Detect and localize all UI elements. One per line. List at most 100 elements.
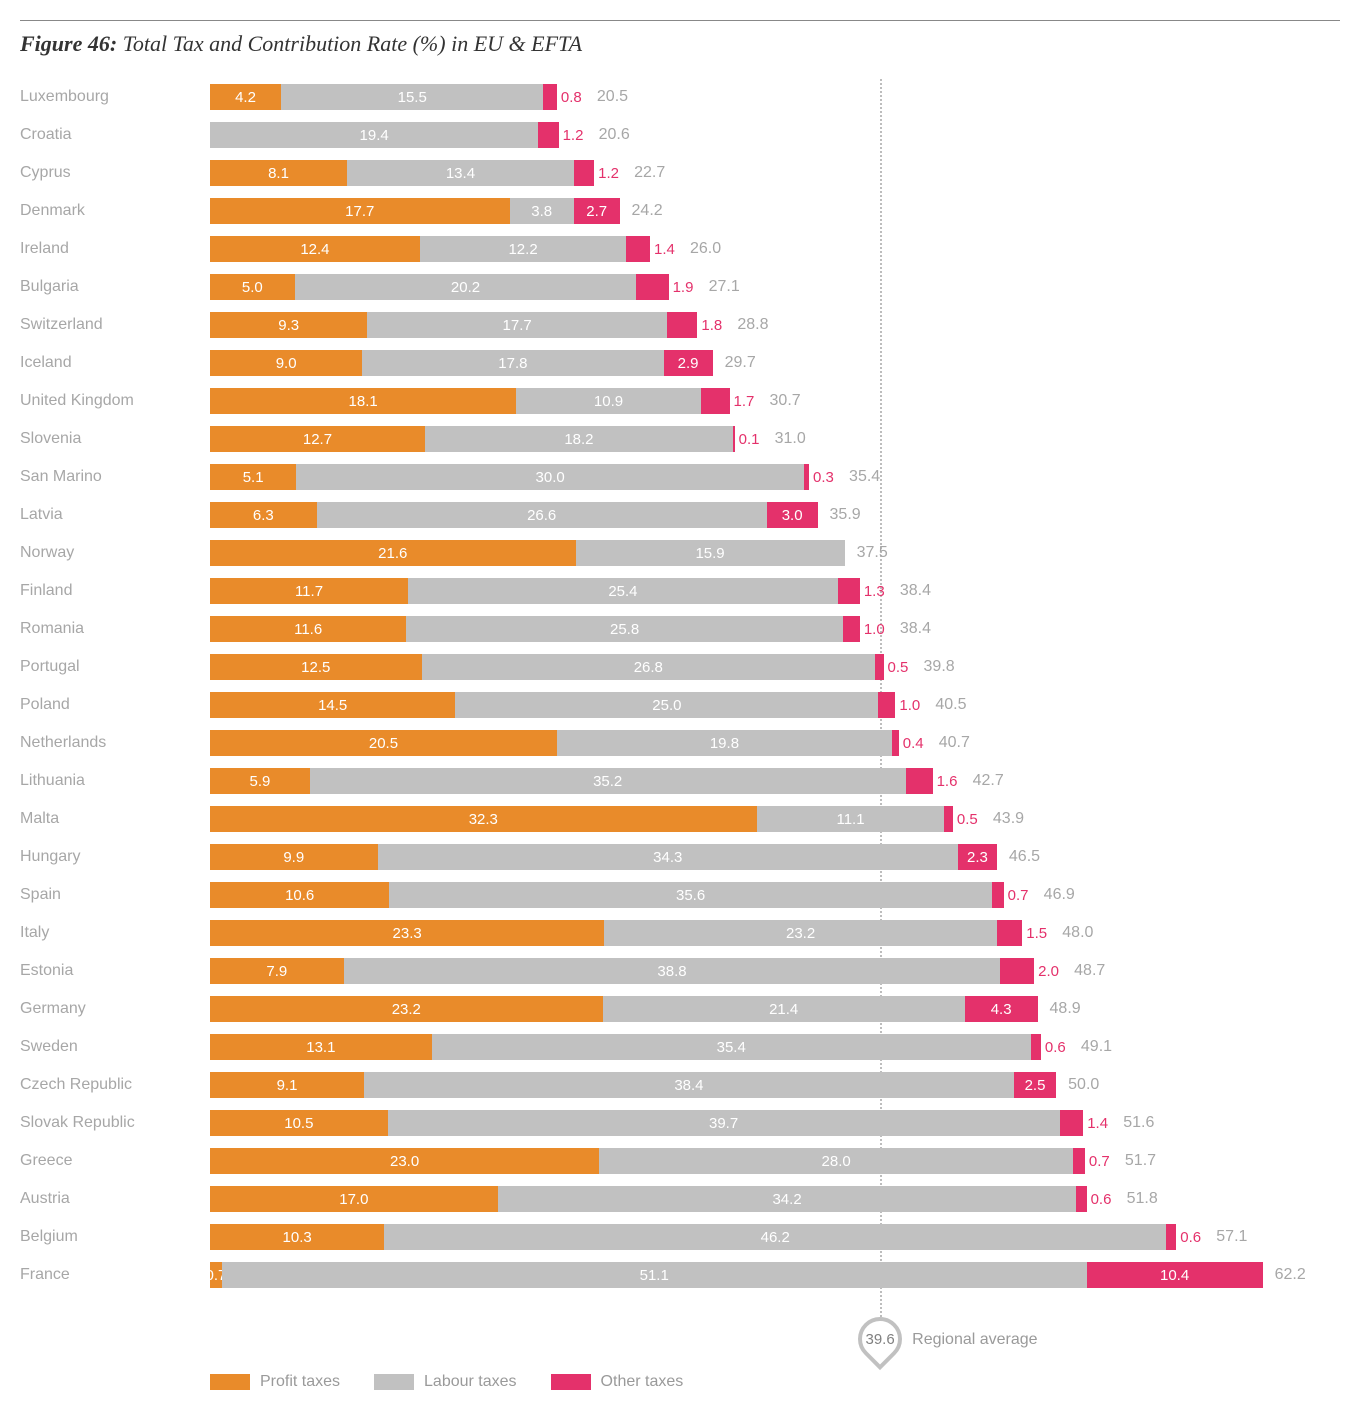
- total-label: 50.0: [1056, 1076, 1099, 1094]
- bar-area: 6.326.63.035.9: [210, 502, 1310, 528]
- segment-value: 5.0: [242, 279, 263, 296]
- bar-area: 18.110.91.730.7: [210, 388, 1310, 414]
- country-label: Slovenia: [20, 430, 210, 448]
- segment-value: 46.2: [761, 1229, 790, 1246]
- bar-segment-labour: 51.1: [222, 1262, 1087, 1288]
- total-label: 49.1: [1041, 1038, 1112, 1056]
- bar-segment-profit: 12.4: [210, 236, 420, 262]
- segment-value: 10.9: [594, 393, 623, 410]
- segment-value: 21.4: [769, 1001, 798, 1018]
- total-label: 40.7: [899, 734, 970, 752]
- segment-value: 17.8: [498, 355, 527, 372]
- total-label: 51.7: [1085, 1152, 1156, 1170]
- segment-value: 18.2: [564, 431, 593, 448]
- bar-area: 10.539.71.451.6: [210, 1110, 1310, 1136]
- bar-segment-profit: 7.9: [210, 958, 344, 984]
- bar-segment-profit: 5.1: [210, 464, 296, 490]
- bar-area: 23.028.00.751.7: [210, 1148, 1310, 1174]
- total-label: 38.4: [860, 620, 931, 638]
- bar-area: 12.412.21.426.0: [210, 236, 1310, 262]
- bar-segment-profit: 4.2: [210, 84, 281, 110]
- bar-segment-profit: 8.1: [210, 160, 347, 186]
- bar-row: Spain10.635.60.746.9: [20, 877, 1340, 913]
- segment-value: 10.3: [283, 1229, 312, 1246]
- bar-area: 10.346.20.657.1: [210, 1224, 1310, 1250]
- country-label: Belgium: [20, 1228, 210, 1246]
- bar-segment-labour: 17.8: [362, 350, 663, 376]
- country-label: Denmark: [20, 202, 210, 220]
- total-label: 28.8: [697, 316, 768, 334]
- bar-segment-profit: 11.6: [210, 616, 406, 642]
- figure-title-text: Total Tax and Contribution Rate (%) in E…: [123, 31, 582, 56]
- legend-item-other: Other taxes: [551, 1373, 684, 1391]
- bar-area: 4.215.50.820.5: [210, 84, 1310, 110]
- bar-segment-other: 1.9: [636, 274, 668, 300]
- segment-value: 4.3: [991, 1001, 1012, 1018]
- country-label: Norway: [20, 544, 210, 562]
- bar-segment-labour: 13.4: [347, 160, 574, 186]
- segment-value: 25.4: [608, 583, 637, 600]
- segment-value: 11.7: [295, 583, 323, 600]
- bar-row: Estonia7.938.82.048.7: [20, 953, 1340, 989]
- bar-segment-profit: 9.9: [210, 844, 378, 870]
- bar-segment-other: 1.6: [906, 768, 933, 794]
- bar-segment-other: 1.4: [626, 236, 650, 262]
- bar-segment-other: 4.3: [965, 996, 1038, 1022]
- total-label: 43.9: [953, 810, 1024, 828]
- segment-value: 10.4: [1160, 1267, 1189, 1284]
- bar-segment-labour: 35.2: [310, 768, 906, 794]
- total-label: 57.1: [1176, 1228, 1247, 1246]
- bar-area: 12.526.80.539.8: [210, 654, 1310, 680]
- segment-value: 3.0: [782, 507, 803, 524]
- total-label: 38.4: [860, 582, 931, 600]
- legend-label: Labour taxes: [424, 1373, 517, 1391]
- segment-value: 15.5: [398, 89, 427, 106]
- bar-segment-other: 2.9: [664, 350, 713, 376]
- total-label: 20.6: [559, 126, 630, 144]
- total-label: 35.4: [809, 468, 880, 486]
- bar-row: Switzerland9.317.71.828.8: [20, 307, 1340, 343]
- bar-area: 8.113.41.222.7: [210, 160, 1310, 186]
- segment-value: 25.0: [652, 697, 681, 714]
- country-label: Germany: [20, 1000, 210, 1018]
- legend-item-profit: Profit taxes: [210, 1373, 340, 1391]
- bar-row: Croatia19.41.220.6: [20, 117, 1340, 153]
- regional-average-label: Regional average: [912, 1331, 1037, 1349]
- bar-segment-profit: 18.1: [210, 388, 516, 414]
- segment-value: 23.3: [393, 925, 422, 942]
- bar-area: 10.635.60.746.9: [210, 882, 1310, 908]
- country-label: San Marino: [20, 468, 210, 486]
- segment-value: 35.2: [593, 773, 622, 790]
- segment-value: 9.1: [277, 1077, 298, 1094]
- bar-segment-profit: 12.5: [210, 654, 422, 680]
- country-label: United Kingdom: [20, 392, 210, 410]
- bar-segment-profit: 13.1: [210, 1034, 432, 1060]
- bar-segment-profit: 9.3: [210, 312, 367, 338]
- bar-segment-other: 3.0: [767, 502, 818, 528]
- segment-value: 6.3: [253, 507, 274, 524]
- segment-value: 9.0: [276, 355, 297, 372]
- bar-segment-profit: 23.0: [210, 1148, 599, 1174]
- segment-value: 35.6: [676, 887, 705, 904]
- total-label: 29.7: [713, 354, 756, 372]
- bar-row: Hungary9.934.32.346.5: [20, 839, 1340, 875]
- bar-segment-profit: 21.6: [210, 540, 576, 566]
- bar-area: 5.130.00.335.4: [210, 464, 1310, 490]
- bar-row: Germany23.221.44.348.9: [20, 991, 1340, 1027]
- country-label: Malta: [20, 810, 210, 828]
- bar-row: Ireland12.412.21.426.0: [20, 231, 1340, 267]
- bar-segment-other: 0.5: [944, 806, 952, 832]
- bar-row: Denmark17.73.82.724.2: [20, 193, 1340, 229]
- bar-segment-other: 0.7: [1073, 1148, 1085, 1174]
- total-label: 51.8: [1087, 1190, 1158, 1208]
- segment-value: 19.8: [710, 735, 739, 752]
- legend-swatch: [210, 1374, 250, 1390]
- segment-value: 2.9: [678, 355, 699, 372]
- bar-segment-profit: 17.7: [210, 198, 510, 224]
- segment-value: 23.2: [392, 1001, 421, 1018]
- bar-segment-other: 1.2: [538, 122, 558, 148]
- bar-segment-profit: 23.3: [210, 920, 604, 946]
- country-label: Luxembourg: [20, 88, 210, 106]
- bar-segment-profit: 5.9: [210, 768, 310, 794]
- bar-segment-labour: 18.2: [425, 426, 733, 452]
